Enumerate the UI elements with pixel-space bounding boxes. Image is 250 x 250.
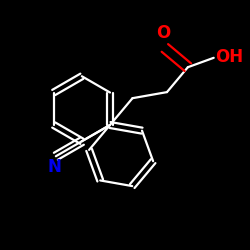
Text: N: N [48, 158, 62, 176]
Text: OH: OH [215, 48, 243, 66]
Text: O: O [156, 24, 171, 42]
